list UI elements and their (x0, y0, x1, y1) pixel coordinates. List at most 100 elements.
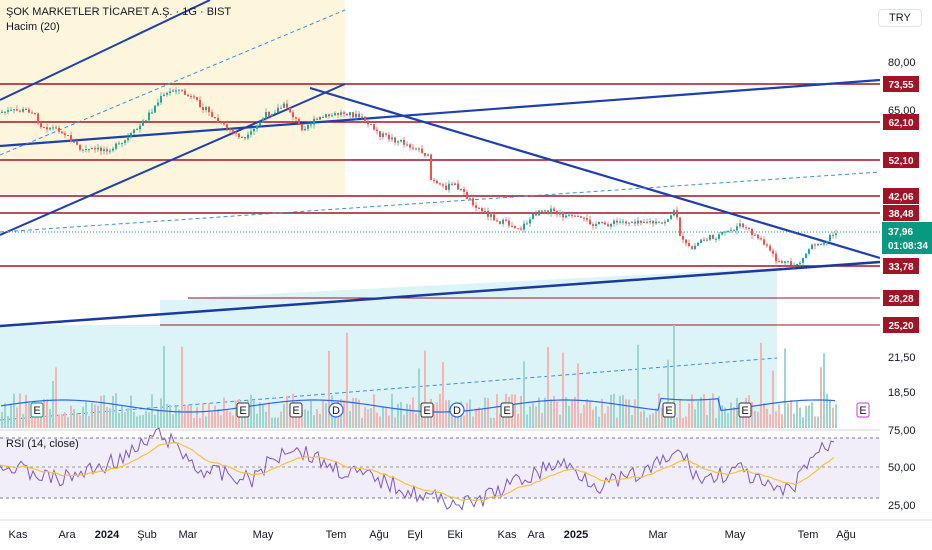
candle-body (517, 228, 519, 230)
volume-bar (10, 403, 12, 428)
currency-button[interactable]: TRY (878, 9, 922, 27)
candle-body (448, 183, 450, 190)
volume-bar (616, 417, 618, 428)
volume-bar (526, 414, 528, 428)
volume-ma-line (0, 397, 836, 413)
volume-bar (139, 415, 141, 428)
candle-body (487, 210, 489, 217)
volume-bar (562, 352, 564, 428)
candle-body (190, 96, 192, 98)
candle-body (655, 221, 657, 224)
volume-indicator-label[interactable]: Hacim (20) (6, 21, 60, 33)
candle-body (163, 94, 165, 96)
volume-bar (22, 414, 24, 428)
volume-bar (760, 342, 762, 428)
volume-bar (31, 412, 33, 428)
candle-body (304, 128, 306, 131)
volume-bar (187, 404, 189, 428)
volume-bar (145, 411, 147, 428)
volume-bar (721, 405, 723, 428)
candle-body (244, 136, 246, 139)
candle-body (325, 114, 327, 118)
candle-body (97, 147, 99, 150)
candle-body (106, 149, 108, 152)
time-axis[interactable]: Kas Ara 2024 Şub Mar May Tem Ağu Eyl Eki Kas Ara 202… (9, 529, 856, 541)
level-price-tag (883, 188, 919, 204)
earnings-marker[interactable] (236, 402, 250, 418)
time-tick-label: Şub (137, 529, 157, 541)
volume-bar (826, 393, 828, 428)
volume-bar (112, 395, 114, 428)
volume-bar (19, 393, 21, 428)
volume-bar (322, 400, 324, 428)
dividend-marker[interactable] (328, 402, 344, 418)
candle-body (772, 250, 774, 254)
earnings-marker[interactable] (420, 402, 434, 418)
candle-body (10, 109, 12, 111)
volume-bar (190, 405, 192, 428)
candle-body (463, 188, 465, 192)
volume-bar (805, 405, 807, 428)
volume-bar (307, 410, 309, 428)
candle-body (502, 219, 504, 224)
volume-bar (235, 400, 237, 428)
earnings-marker[interactable] (856, 402, 870, 418)
volume-bar (118, 412, 120, 428)
candle-body (136, 129, 138, 131)
earnings-marker[interactable] (30, 402, 44, 418)
candle-body (400, 139, 402, 142)
earnings-marker[interactable] (500, 402, 514, 418)
candle-body (172, 90, 174, 92)
candle-body (685, 239, 687, 244)
volume-bar (808, 405, 810, 428)
candle-body (112, 148, 114, 151)
volume-bar (640, 411, 642, 428)
candle-body (592, 224, 594, 226)
volume-bar (649, 414, 651, 428)
earnings-marker[interactable] (738, 402, 752, 418)
candle-body (556, 211, 558, 215)
symbol-title[interactable]: ŞOK MARKETLER TİCARET A.Ş. · 1G · BIST (6, 6, 232, 18)
candle-body (466, 191, 468, 199)
candle-body (790, 261, 792, 266)
volume-bar (664, 415, 666, 428)
dividend-marker[interactable] (449, 402, 465, 418)
candle-body (760, 238, 762, 240)
volume-bar (106, 406, 108, 428)
event-marker-label: D (332, 405, 340, 417)
volume-bar (142, 414, 144, 428)
candle-body (268, 112, 270, 117)
volume-bar (421, 414, 423, 428)
volume-bar (601, 398, 603, 428)
candle-body (409, 144, 411, 148)
volume-bar (652, 413, 654, 428)
dashed-line-2 (0, 171, 881, 233)
candle-body (37, 113, 39, 124)
earnings-marker[interactable] (289, 402, 303, 418)
level-price-label: 62,10 (888, 118, 913, 129)
level-price-label: 52,10 (888, 156, 913, 167)
candle-body (634, 221, 636, 224)
volume-bar (298, 410, 300, 428)
candle-body (544, 210, 546, 212)
volume-bar (349, 411, 351, 428)
earnings-marker[interactable] (662, 402, 676, 418)
volume-bar (457, 407, 459, 428)
price-axis[interactable]: 73,55 62,10 52,10 42,06 38,48 33,78 28,28 25,20… (882, 57, 932, 512)
candle-body (415, 148, 417, 150)
candle-body (115, 143, 117, 149)
volume-bar (313, 415, 315, 428)
volume-bar (67, 417, 69, 428)
candle-body (157, 102, 159, 106)
volume-bar (1, 411, 3, 428)
volume-bar (400, 401, 402, 428)
volume-bar (388, 415, 390, 428)
volume-bar (85, 402, 87, 428)
volume-bar (787, 403, 789, 428)
candle-body (220, 122, 222, 124)
candle-body (64, 133, 66, 136)
volume-bar (418, 368, 420, 428)
candle-body (457, 183, 459, 190)
rsi-indicator-label[interactable]: RSI (14, close) (6, 438, 79, 450)
